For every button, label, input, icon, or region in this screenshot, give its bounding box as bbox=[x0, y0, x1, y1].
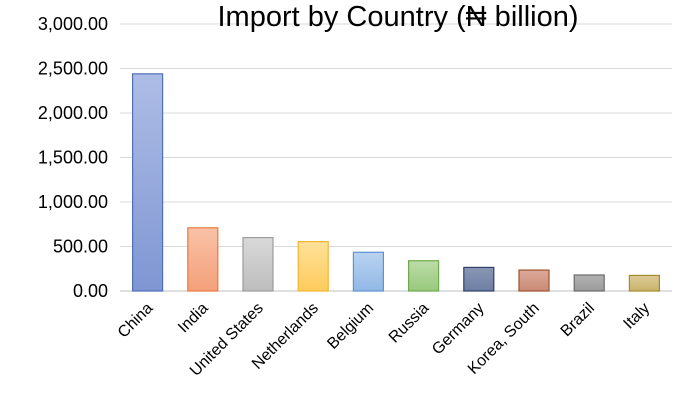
chart-title: Import by Country (₦ billion) bbox=[218, 1, 579, 33]
bars bbox=[132, 73, 661, 292]
bar-netherlands bbox=[297, 241, 329, 292]
bar-brazil bbox=[573, 274, 605, 292]
y-tick-label: 2,500.00 bbox=[38, 59, 108, 79]
x-tick-label: India bbox=[175, 300, 212, 337]
y-tick-label: 500.00 bbox=[53, 237, 108, 257]
y-tick-label: 3,000.00 bbox=[38, 14, 108, 34]
bar-china bbox=[132, 73, 164, 292]
y-tick-label: 0.00 bbox=[73, 281, 108, 301]
bar-belgium bbox=[352, 251, 384, 292]
y-tick-label: 1,000.00 bbox=[38, 192, 108, 212]
x-tick-label: Russia bbox=[386, 300, 433, 347]
x-tick-label: Belgium bbox=[324, 300, 377, 353]
y-axis-ticks: 0.00 500.00 1,000.00 1,500.00 2,000.00 2,500.… bbox=[38, 14, 108, 301]
bar-korea-south bbox=[518, 269, 550, 292]
y-tick-label: 2,000.00 bbox=[38, 103, 108, 123]
x-tick-label: Brazil bbox=[558, 300, 598, 340]
bar-russia bbox=[408, 260, 440, 292]
x-tick-label: Germany bbox=[429, 300, 488, 359]
bar-india bbox=[187, 227, 219, 292]
bar-germany bbox=[463, 266, 495, 292]
bar-italy bbox=[628, 274, 661, 292]
y-tick-label: 1,500.00 bbox=[38, 148, 108, 168]
x-tick-label: Italy bbox=[620, 300, 653, 333]
bar-united-states bbox=[242, 237, 274, 292]
x-tick-label: China bbox=[115, 300, 157, 342]
